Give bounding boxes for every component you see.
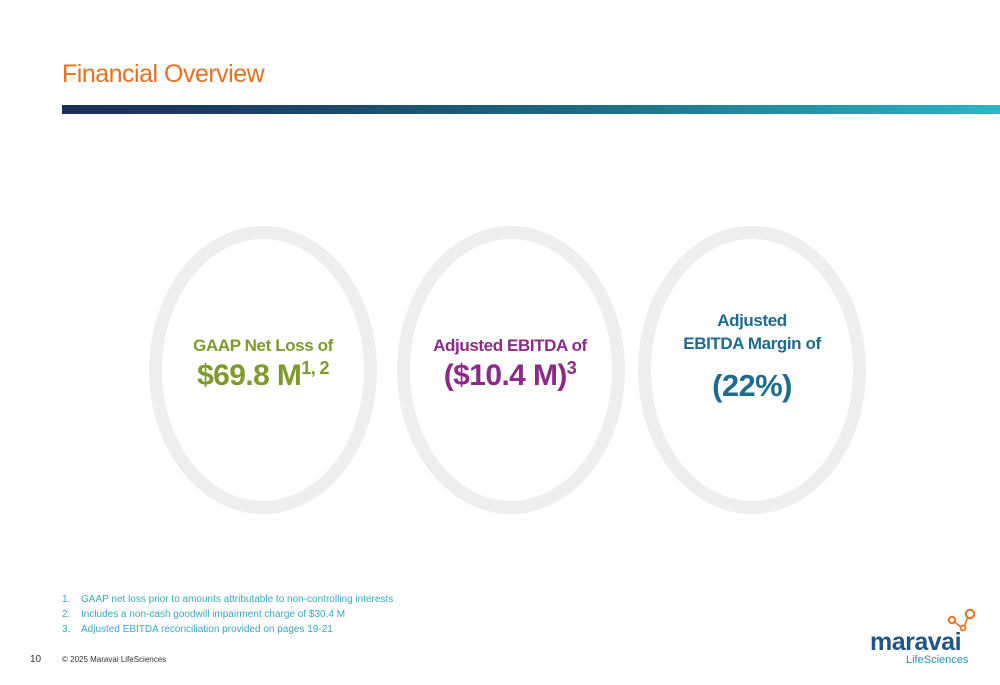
metric-value-text: $69.8 M (197, 359, 302, 392)
footnote-item: 2. Includes a non-cash goodwill impairmen… (62, 607, 393, 622)
footnotes-list: 1. GAAP net loss prior to amounts attribu… (62, 592, 393, 637)
title-divider-bar (62, 105, 1000, 114)
metric-gaap-net-loss: GAAP Net Loss of $69.8 M1, 2 (163, 334, 363, 395)
footnote-number: 3. (62, 624, 71, 635)
metric-label: Adjusted EBITDA of (433, 336, 587, 355)
logo-wordmark: maravai (870, 628, 962, 656)
metric-footnote-ref: 3 (566, 358, 577, 378)
page-number: 10 (30, 654, 42, 665)
metric-label: GAAP Net Loss of (193, 336, 333, 355)
footnote-text: GAAP net loss prior to amounts attributa… (81, 594, 394, 605)
metric-value: ($10.4 M)3 (410, 357, 610, 395)
footnote-item: 3. Adjusted EBITDA reconciliation provide… (62, 622, 393, 637)
footnote-number: 1. (62, 594, 71, 605)
metric-value-text: ($10.4 M) (443, 359, 568, 392)
copyright-notice: © 2025 Maravai LifeSciences (62, 655, 167, 664)
footnote-text: Adjusted EBITDA reconciliation provided … (81, 624, 333, 635)
metric-label-line2: EBITDA Margin of (683, 334, 821, 353)
slide-title: Financial Overview (62, 60, 265, 88)
maravai-logo: maravai LifeSciences (866, 608, 978, 668)
metric-adjusted-ebitda: Adjusted EBITDA of ($10.4 M)3 (410, 334, 610, 395)
footnote-number: 2. (62, 609, 71, 620)
metric-value: $69.8 M1, 2 (163, 357, 363, 395)
metric-value: (22%) (712, 368, 792, 403)
metric-adjusted-ebitda-margin: Adjusted EBITDA Margin of (22%) (652, 309, 852, 405)
molecule-logo-icon (947, 608, 976, 632)
metric-footnote-ref: 1, 2 (301, 358, 329, 378)
footnote-text: Includes a non-cash goodwill impairment … (81, 609, 346, 620)
footnote-item: 1. GAAP net loss prior to amounts attribu… (62, 592, 393, 607)
logo-subtitle: LifeSciences (906, 654, 969, 666)
metric-label-line1: Adjusted (717, 311, 787, 330)
